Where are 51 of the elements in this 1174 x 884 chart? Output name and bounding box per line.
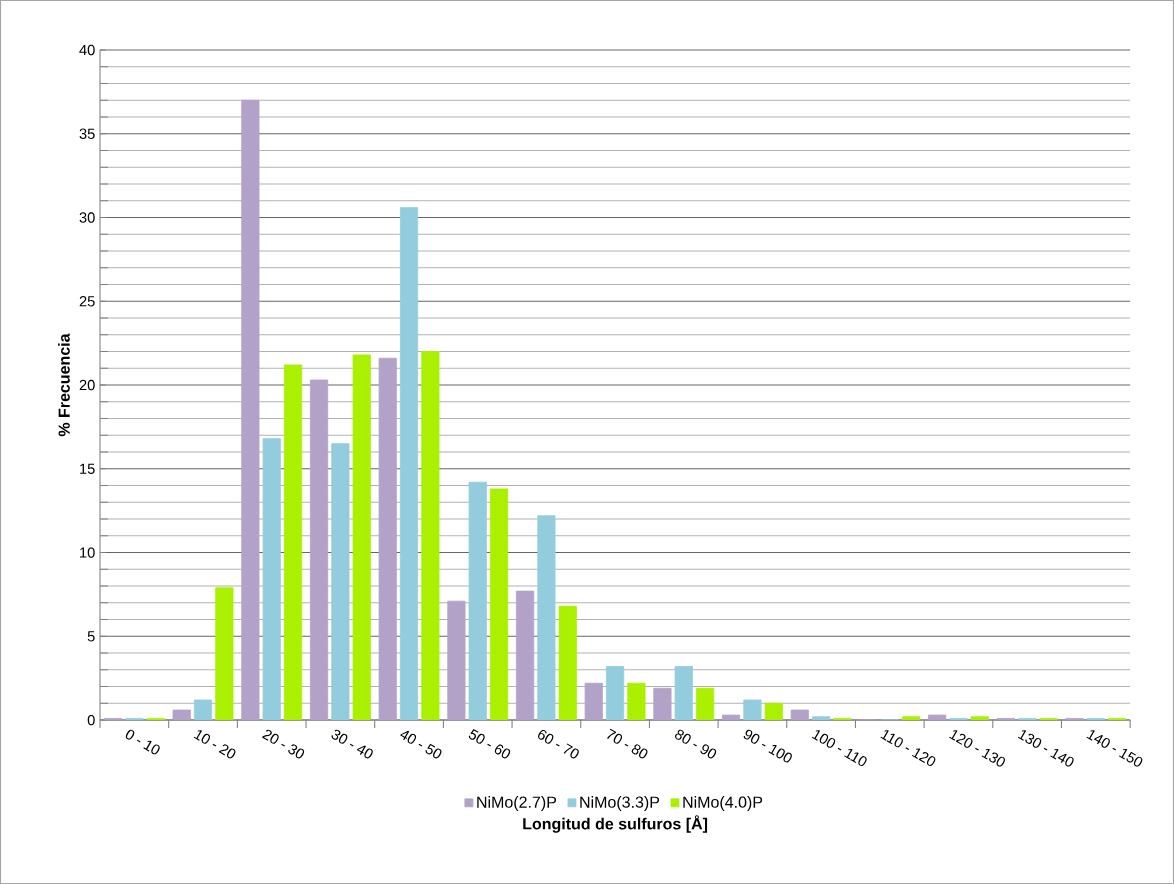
bar	[764, 702, 783, 721]
y-tick-label: 30	[79, 212, 95, 223]
x-tick-label: 120 - 130	[949, 730, 1005, 767]
x-tick-label: 80 - 90	[674, 729, 717, 759]
y-tick-label: 40	[79, 44, 95, 56]
legend-label: NiMo(2.7)P	[477, 795, 557, 811]
x-tick-label: 10 - 20	[193, 730, 236, 759]
y-tick-label: 15	[80, 463, 95, 474]
bar	[489, 488, 509, 721]
x-tick-label: 40 - 50	[400, 730, 442, 759]
bar	[241, 99, 260, 721]
x-tick-label: 60 - 70	[538, 729, 579, 759]
bar	[215, 587, 234, 721]
bar	[584, 682, 603, 721]
x-tick-label: 110 - 120	[880, 730, 936, 766]
x-tick-label: 70 - 80	[607, 728, 648, 759]
x-tick-label: 30 - 40	[331, 729, 373, 759]
y-tick-label: 25	[79, 296, 95, 307]
bar	[928, 714, 947, 721]
bar	[378, 357, 397, 721]
bar	[352, 354, 371, 721]
bar	[722, 714, 741, 721]
bar	[696, 687, 715, 721]
y-tick-label: 0	[87, 714, 95, 726]
bar	[447, 600, 466, 721]
x-tick-label: 0 - 10	[125, 729, 160, 755]
bar	[421, 351, 440, 721]
bar	[627, 682, 646, 721]
y-tick-label: 35	[79, 128, 95, 139]
legend-label: NiMo(4.0)P	[683, 795, 763, 811]
x-tick-label: 130 - 140	[1017, 730, 1074, 767]
x-tick-label: 50 - 60	[468, 728, 511, 759]
bar	[172, 709, 191, 721]
x-tick-label: 20 - 30	[262, 729, 305, 759]
y-tick-label: 20	[79, 379, 95, 391]
bar	[516, 590, 535, 721]
bar	[902, 716, 921, 721]
bar	[309, 379, 329, 721]
bar	[283, 364, 303, 721]
bar	[558, 605, 577, 721]
bar	[970, 716, 989, 721]
y-tick-label: 5	[87, 631, 95, 642]
bar	[653, 687, 672, 721]
x-tick-label: 90 - 100	[743, 729, 792, 763]
legend-label: NiMo(3.3)P	[580, 795, 660, 811]
y-axis-title: % Frecuencia	[58, 333, 70, 437]
bar	[790, 709, 809, 721]
x-axis-title: Longitud de sulfuros [Å]	[523, 815, 708, 833]
x-tick-label: 140 - 150	[1086, 730, 1143, 767]
x-tick-label: 100 - 110	[811, 730, 867, 767]
y-tick-label: 10	[80, 547, 95, 558]
